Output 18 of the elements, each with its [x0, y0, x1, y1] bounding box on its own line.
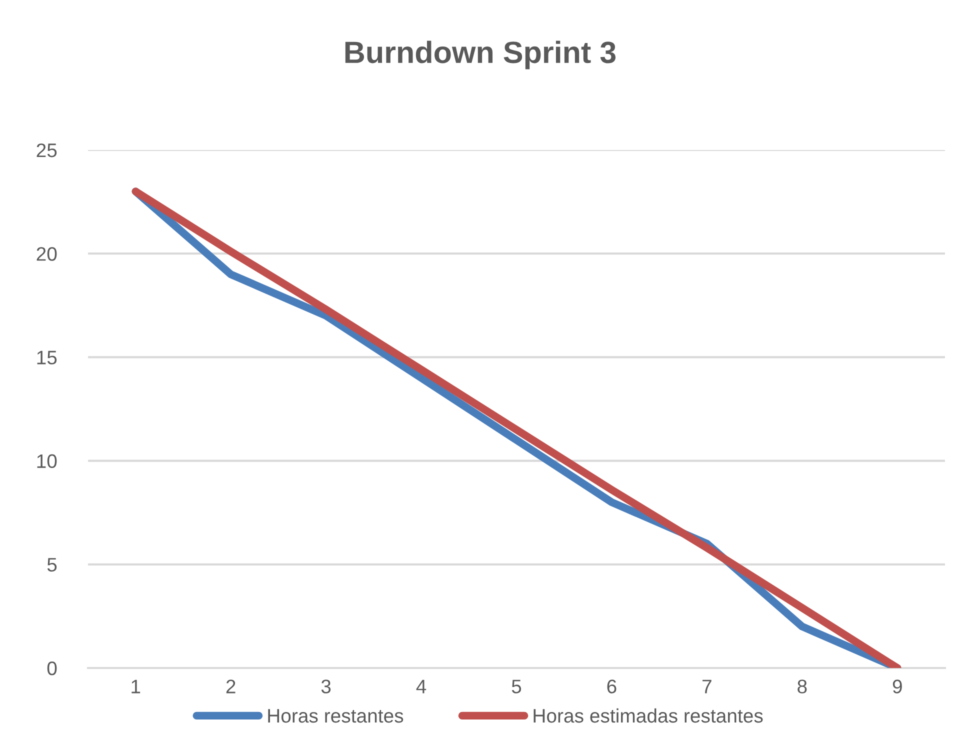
x-tick-label: 9: [892, 680, 902, 694]
y-tick-label: 5: [47, 558, 57, 572]
x-tick-label: 7: [702, 680, 712, 694]
x-tick-label: 3: [321, 680, 331, 694]
x-tick-label: 8: [798, 680, 807, 694]
x-tick-label: 5: [512, 680, 522, 694]
x-tick-label: 6: [607, 680, 616, 694]
legend-label: Horas restantes: [268, 709, 404, 723]
y-tick-label: 10: [37, 454, 57, 468]
x-tick-label: 2: [226, 680, 236, 694]
x-tick-label: 4: [416, 680, 426, 694]
chart-title: Burndown Sprint 3: [345, 40, 616, 70]
y-tick-label: 20: [36, 247, 57, 261]
y-tick-label: 25: [36, 143, 57, 158]
y-tick-label: 15: [37, 350, 57, 364]
y-tick-label: 0: [47, 661, 57, 676]
legend-label: Horas estimadas restantes: [534, 708, 763, 723]
x-tick-label: 1: [132, 680, 140, 694]
